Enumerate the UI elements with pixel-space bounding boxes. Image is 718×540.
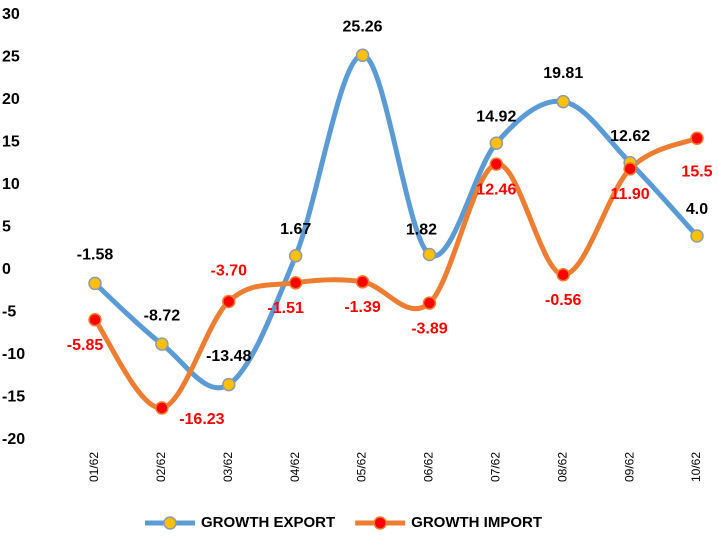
data-point bbox=[489, 136, 504, 150]
x-tick-label: 10/62 bbox=[689, 452, 703, 482]
data-label: 25.26 bbox=[343, 19, 383, 36]
x-tick-label: 03/62 bbox=[221, 452, 235, 482]
y-tick-label: -5 bbox=[2, 304, 16, 321]
data-label: -1.58 bbox=[77, 247, 114, 264]
data-label: 19.81 bbox=[543, 65, 583, 82]
data-label: -16.23 bbox=[179, 411, 224, 428]
data-label: -3.89 bbox=[411, 320, 448, 337]
data-point bbox=[155, 337, 169, 351]
legend-item: GROWTH IMPORT bbox=[355, 514, 542, 531]
data-label: 12.46 bbox=[476, 181, 516, 198]
data-point bbox=[422, 296, 437, 310]
data-label: -8.72 bbox=[144, 307, 181, 324]
data-point bbox=[422, 247, 437, 262]
y-tick-label: 10 bbox=[2, 176, 20, 193]
legend-label: GROWTH EXPORT bbox=[201, 514, 335, 531]
data-label: -1.51 bbox=[267, 300, 304, 317]
y-tick-label: 5 bbox=[2, 219, 11, 236]
x-tick-label: 05/62 bbox=[355, 452, 369, 482]
legend-item: GROWTH EXPORT bbox=[145, 514, 335, 531]
data-point bbox=[690, 131, 704, 145]
x-tick-label: 04/62 bbox=[288, 452, 302, 482]
data-label: -1.39 bbox=[344, 299, 381, 316]
data-label: 4.0 bbox=[686, 201, 708, 218]
data-point bbox=[623, 162, 637, 176]
y-tick-label: 20 bbox=[2, 91, 20, 108]
y-tick-label: 30 bbox=[2, 6, 20, 23]
y-tick-label: 0 bbox=[2, 261, 11, 278]
data-point bbox=[88, 276, 102, 291]
data-label: 11.90 bbox=[611, 186, 650, 203]
x-tick-label: 01/62 bbox=[87, 452, 101, 482]
series-line bbox=[92, 52, 700, 391]
x-tick-label: 08/62 bbox=[555, 452, 569, 482]
data-label: -5.85 bbox=[67, 337, 104, 354]
legend-label: GROWTH IMPORT bbox=[411, 514, 542, 531]
data-point bbox=[556, 268, 570, 282]
data-point bbox=[556, 94, 570, 109]
data-point bbox=[155, 401, 169, 415]
x-tick-label: 07/62 bbox=[489, 452, 503, 482]
data-label: 1.82 bbox=[406, 222, 437, 239]
legend-marker bbox=[163, 516, 177, 530]
data-point bbox=[288, 276, 303, 290]
data-point bbox=[288, 249, 303, 263]
y-tick-label: -20 bbox=[2, 431, 25, 448]
series-line bbox=[92, 135, 700, 411]
data-label: -13.48 bbox=[206, 348, 251, 365]
data-point bbox=[222, 294, 236, 309]
y-tick-label: 15 bbox=[2, 134, 20, 151]
data-point bbox=[355, 275, 370, 289]
data-label: 15.5 bbox=[681, 163, 712, 180]
x-tick-label: 09/62 bbox=[622, 452, 636, 482]
data-point bbox=[489, 157, 504, 171]
x-tick-label: 06/62 bbox=[422, 452, 436, 482]
y-tick-label: -15 bbox=[2, 389, 25, 406]
data-point bbox=[690, 229, 704, 243]
data-label: 14.92 bbox=[476, 108, 516, 125]
data-label: 12.62 bbox=[610, 128, 650, 145]
data-label: -0.56 bbox=[545, 292, 582, 309]
y-tick-label: 25 bbox=[2, 49, 20, 66]
data-point bbox=[88, 312, 102, 327]
data-point bbox=[222, 377, 236, 392]
x-tick-label: 02/62 bbox=[154, 452, 168, 482]
data-point bbox=[355, 48, 370, 63]
data-label: 1.67 bbox=[280, 221, 311, 238]
legend-marker bbox=[373, 516, 387, 530]
data-label: -3.70 bbox=[211, 263, 248, 280]
y-tick-label: -10 bbox=[2, 346, 25, 363]
